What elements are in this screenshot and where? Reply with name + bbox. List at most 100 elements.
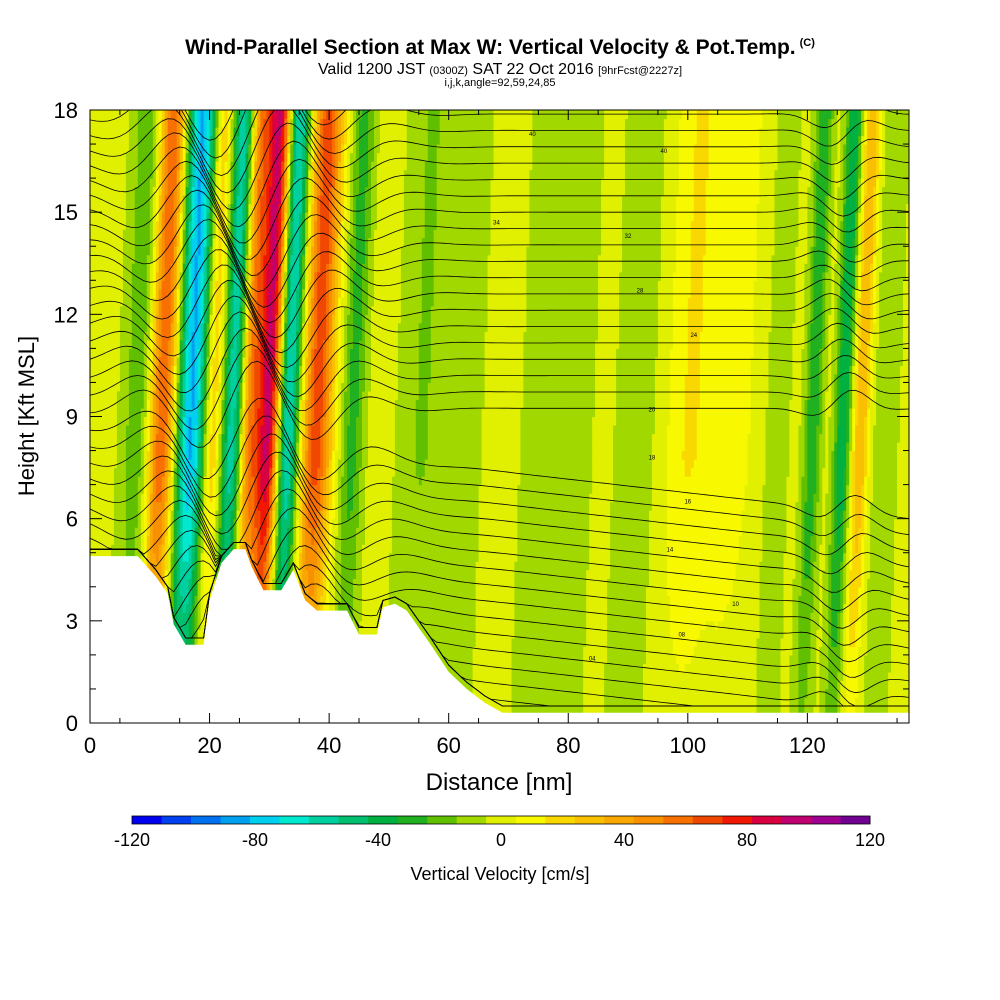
pot-temp-label: 04 [589, 656, 596, 662]
y-tick-label: 18 [54, 98, 78, 123]
colorbar-swatch [220, 816, 251, 824]
isentrope-line [90, 279, 909, 368]
isentrope-line [90, 158, 909, 244]
isentrope-line [90, 189, 909, 277]
colorbar-swatch [545, 816, 576, 824]
colorbar-swatch [811, 816, 841, 824]
colorbar-swatch [604, 816, 635, 824]
x-tick-label: 80 [556, 733, 580, 758]
isentrope-line [90, 122, 909, 211]
colorbar-tick-label: -80 [242, 830, 268, 850]
isentrope-line [90, 343, 909, 430]
colorbar-swatch [161, 816, 192, 824]
isentrope-line [90, 110, 909, 159]
colorbar-swatch [456, 816, 487, 824]
colorbar-swatch [279, 816, 310, 824]
y-tick-label: 9 [66, 405, 78, 430]
isentrope-line [90, 219, 909, 308]
isentrope-line [90, 175, 909, 260]
pot-temp-label: 28 [637, 289, 644, 295]
x-tick-label: 20 [197, 733, 221, 758]
pot-temp-labels: 40 40 34 32 28 24 20 18 16 14 10 08 04 [493, 132, 739, 662]
isentrope-line [90, 433, 909, 556]
isentrope-line [90, 415, 909, 537]
colorbar-tick-label: 40 [614, 830, 634, 850]
isentrope-line [90, 264, 909, 354]
colorbar-tick-label: -120 [114, 830, 150, 850]
colorbar-swatch [309, 816, 340, 824]
chart-title: Wind-Parallel Section at Max W: Vertical… [0, 36, 1000, 60]
valid-time-local: Valid 1200 JST [317, 61, 425, 78]
pot-temp-label: 08 [678, 633, 685, 639]
colorbar: -120 -80 -40 0 40 80 120 [114, 815, 885, 850]
pot-temp-label: 14 [667, 547, 674, 553]
colorbar-swatch [781, 816, 812, 824]
colorbar-swatch [250, 816, 281, 824]
x-axis-label: Distance [nm] [426, 769, 573, 796]
isentrope-line [90, 360, 909, 448]
colorbar-swatch [427, 816, 458, 824]
pot-temp-label: 40 [661, 149, 668, 155]
isentrope-line [90, 295, 909, 383]
colorbar-tick-label: -40 [365, 830, 391, 850]
isentrope-line [90, 110, 909, 177]
forecast-tag: [9hrFcst@2227z] [598, 65, 683, 77]
x-tick-label: 40 [317, 733, 341, 758]
colorbar-tick-label: 80 [737, 830, 757, 850]
colorbar-swatch [722, 816, 753, 824]
colorbar-swatch [751, 816, 782, 824]
colorbar-swatch [338, 816, 369, 824]
valid-date: SAT 22 Oct 2016 [472, 61, 594, 78]
x-tick-label: 60 [436, 733, 460, 758]
x-tick-label: 120 [789, 733, 826, 758]
y-tick-label: 6 [66, 507, 78, 532]
plot-area: 40 40 34 32 28 24 20 18 16 14 10 08 04 [90, 110, 909, 723]
isentrope-line [90, 311, 909, 397]
y-tick-label: 3 [66, 609, 78, 634]
colorbar-swatch [191, 816, 221, 824]
y-axis-label: Height [Kft MSL] [14, 336, 39, 496]
y-tick-label: 0 [66, 711, 78, 736]
colorbar-swatch [486, 816, 517, 824]
colorbar-label: Vertical Velocity [cm/s] [410, 864, 589, 884]
colorbar-swatch [397, 816, 428, 824]
isentrope-line [90, 204, 909, 293]
chart-subtitle: Valid 1200 JST (0300Z) SAT 22 Oct 2016 [… [0, 61, 1000, 79]
colorbar-swatch [132, 816, 162, 824]
pot-temp-label: 20 [649, 408, 656, 414]
colorbar-tick-label: 0 [496, 830, 506, 850]
y-tick-label: 12 [54, 302, 78, 327]
isentrope-line [90, 327, 909, 412]
isentrope-line [90, 451, 909, 575]
colorbar-swatch [663, 816, 694, 824]
copyright-mark: (C) [799, 37, 815, 49]
isentrope-line [184, 110, 347, 141]
axes: 0 20 40 60 80 100 120 0 3 6 9 12 15 18 [54, 98, 909, 758]
isentrope-line [90, 110, 909, 194]
pot-temp-label: 34 [493, 220, 500, 226]
pot-temp-label: 32 [625, 234, 632, 240]
pot-temp-label: 40 [529, 132, 536, 138]
isentrope-line [90, 249, 909, 339]
colorbar-swatch [515, 816, 546, 824]
x-tick-label: 100 [669, 733, 706, 758]
colorbar-swatch [692, 816, 723, 824]
pot-temp-label: 16 [684, 500, 691, 506]
isentrope-line [90, 397, 909, 519]
chart-title-text: Wind-Parallel Section at Max W: Vertical… [185, 36, 796, 59]
valid-time-zulu: (0300Z) [429, 65, 468, 77]
colorbar-swatch [574, 816, 605, 824]
isentrope-line [90, 140, 909, 228]
isentrope-line [90, 234, 909, 324]
pot-temp-contours [90, 110, 909, 707]
colorbar-swatch [840, 816, 871, 824]
colorbar-frame [131, 815, 871, 825]
isentrope-line [90, 485, 909, 612]
grid-indices: i,j,k,angle=92,59,24,85 [444, 77, 556, 89]
terrain [90, 549, 909, 723]
y-tick-label: 15 [54, 200, 78, 225]
isentrope-line [90, 469, 909, 593]
pot-temp-label: 24 [690, 333, 697, 339]
pot-temp-label: 18 [649, 455, 656, 461]
